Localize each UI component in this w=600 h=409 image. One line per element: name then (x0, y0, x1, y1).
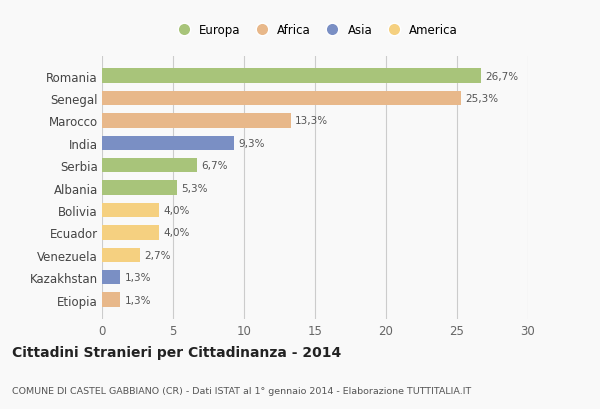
Text: COMUNE DI CASTEL GABBIANO (CR) - Dati ISTAT al 1° gennaio 2014 - Elaborazione TU: COMUNE DI CASTEL GABBIANO (CR) - Dati IS… (12, 386, 471, 395)
Text: 13,3%: 13,3% (295, 116, 328, 126)
Bar (102, 159, 197, 173)
Bar (102, 92, 461, 106)
Text: 1,3%: 1,3% (125, 295, 151, 305)
Bar (102, 248, 140, 263)
Text: 25,3%: 25,3% (466, 94, 499, 104)
Text: 2,7%: 2,7% (145, 250, 171, 260)
Text: 4,0%: 4,0% (163, 228, 190, 238)
Text: 5,3%: 5,3% (182, 183, 208, 193)
Bar (102, 136, 234, 151)
Text: 4,0%: 4,0% (163, 205, 190, 216)
Legend: Europa, Africa, Asia, America: Europa, Africa, Asia, America (172, 24, 458, 37)
Bar (102, 114, 291, 128)
Bar (102, 203, 159, 218)
Bar (102, 181, 177, 196)
Bar (102, 69, 481, 84)
Text: 1,3%: 1,3% (125, 272, 151, 283)
Text: 9,3%: 9,3% (238, 139, 265, 148)
Text: Cittadini Stranieri per Cittadinanza - 2014: Cittadini Stranieri per Cittadinanza - 2… (12, 345, 341, 359)
Text: 26,7%: 26,7% (485, 72, 518, 81)
Text: 6,7%: 6,7% (202, 161, 228, 171)
Bar (102, 226, 159, 240)
Bar (102, 270, 121, 285)
Bar (102, 292, 121, 307)
